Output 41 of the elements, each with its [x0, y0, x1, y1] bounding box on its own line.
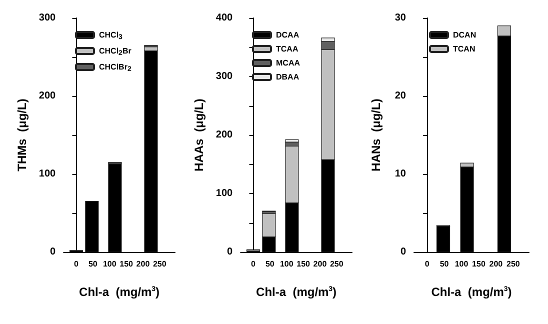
- bar: [285, 139, 299, 142]
- x-tick-label: 150: [120, 260, 134, 268]
- x-tick-label: 0: [74, 260, 80, 268]
- y-tick-label: 300: [38, 12, 56, 24]
- x-tick-label: 200: [313, 260, 328, 268]
- x-tick-label: 250: [506, 260, 520, 268]
- x-tick-label: 50: [88, 260, 98, 268]
- x-tick-label: 250: [152, 260, 167, 268]
- y-tick-label: 300: [216, 71, 234, 82]
- y-tick-label: 30: [394, 12, 406, 24]
- y-tick-label: 0: [50, 246, 56, 258]
- x-tick-label: 200: [136, 260, 150, 268]
- x-tick-label: 0: [424, 260, 430, 268]
- x-tick-label: 100: [102, 260, 117, 268]
- y-tick-label: 100: [216, 188, 234, 199]
- y-tick-label: 200: [38, 90, 56, 102]
- legend-label: TCAA: [276, 44, 298, 54]
- legend-label: MCAA: [276, 58, 300, 68]
- x-tick-label: 100: [454, 260, 469, 268]
- legend-label: DCAA: [276, 30, 300, 40]
- x-tick-label: 150: [472, 260, 486, 268]
- x-tick-label: 50: [440, 260, 450, 268]
- x-tick-label: 100: [280, 260, 294, 268]
- y-axis-title: THMs (μg/L): [15, 98, 29, 172]
- legend-label: DCAN: [453, 30, 476, 40]
- y-tick-label: 100: [38, 168, 56, 180]
- y-tick-label: 200: [216, 130, 234, 140]
- legend-label: TCAN: [453, 44, 476, 54]
- x-tick-label: 50: [265, 260, 275, 268]
- y-axis-title: HAAs (μg/L): [192, 98, 206, 172]
- y-tick-label: 10: [394, 168, 406, 180]
- x-tick-label: 250: [330, 260, 344, 268]
- legend-label: DBAA: [276, 72, 300, 82]
- y-tick-label: 400: [216, 12, 234, 24]
- y-tick-label: 20: [394, 90, 406, 102]
- x-tick-label: 0: [251, 260, 256, 268]
- y-axis-title: HANs (μg/L): [369, 98, 383, 172]
- x-tick-label: 150: [296, 260, 311, 268]
- y-tick-label: 0: [400, 246, 406, 258]
- x-tick-label: 200: [489, 260, 504, 268]
- y-tick-label: 0: [227, 246, 234, 258]
